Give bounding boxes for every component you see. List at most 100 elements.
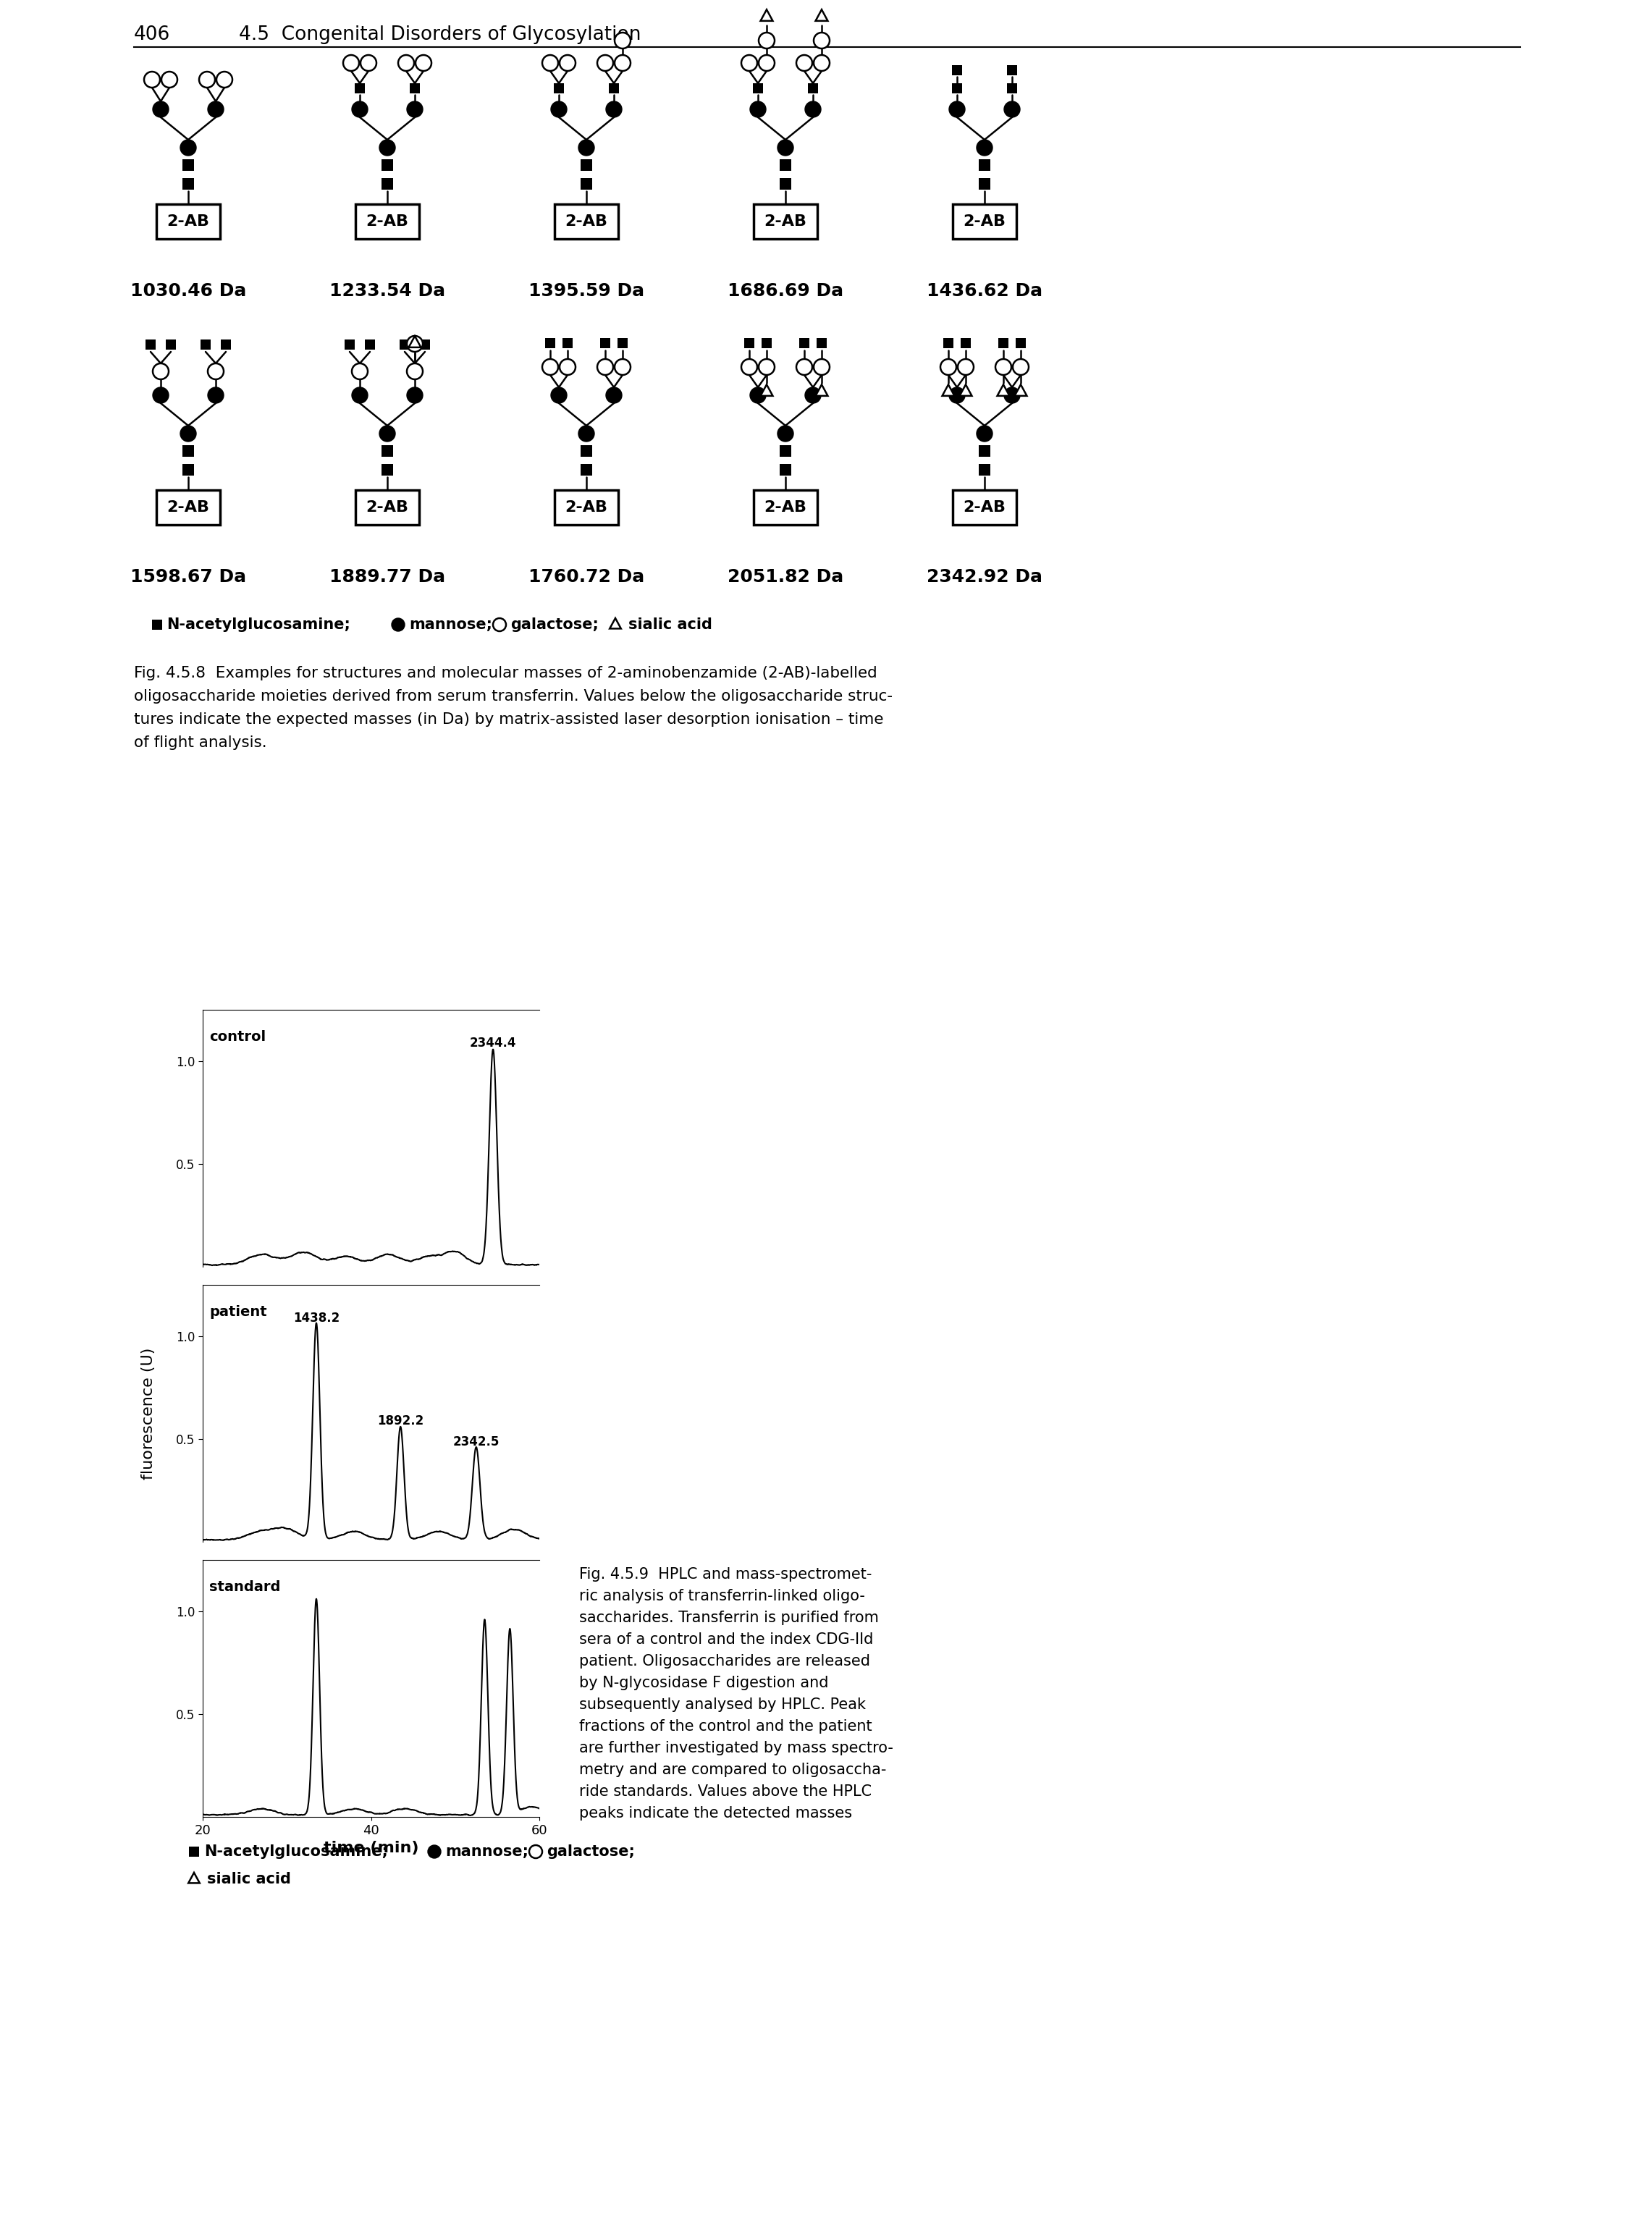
Text: 2342.5: 2342.5	[453, 1436, 499, 1447]
Bar	[182, 465, 193, 476]
Bar	[618, 338, 628, 349]
Bar	[382, 445, 393, 456]
FancyBboxPatch shape	[953, 489, 1016, 525]
Circle shape	[216, 71, 233, 87]
Circle shape	[578, 425, 595, 442]
Text: tures indicate the expected masses (in Da) by matrix-assisted laser desorption i: tures indicate the expected masses (in D…	[134, 711, 884, 727]
Text: are further investigated by mass spectro-: are further investigated by mass spectro…	[580, 1741, 894, 1756]
Text: 1892.2: 1892.2	[377, 1414, 423, 1427]
Bar	[382, 160, 393, 171]
Circle shape	[976, 425, 993, 442]
Bar	[952, 82, 961, 93]
Bar	[562, 338, 573, 349]
Circle shape	[550, 102, 567, 118]
Bar	[182, 445, 193, 456]
Circle shape	[380, 140, 395, 156]
Circle shape	[200, 71, 215, 87]
Bar	[580, 160, 591, 171]
Bar	[978, 465, 990, 476]
Polygon shape	[408, 336, 421, 347]
Bar	[1008, 82, 1018, 93]
Text: Fig. 4.5.9  HPLC and mass-spectromet-: Fig. 4.5.9 HPLC and mass-spectromet-	[580, 1567, 872, 1581]
Text: 2344.4: 2344.4	[469, 1036, 517, 1049]
Circle shape	[352, 362, 368, 380]
Circle shape	[1004, 102, 1019, 118]
Text: oligosaccharide moieties derived from serum transferrin. Values below the oligos: oligosaccharide moieties derived from se…	[134, 689, 892, 705]
Polygon shape	[760, 385, 773, 396]
Circle shape	[796, 56, 813, 71]
Text: 1686.69 Da: 1686.69 Da	[727, 282, 844, 300]
Text: ric analysis of transferrin-linked oligo-: ric analysis of transferrin-linked oligo…	[580, 1589, 866, 1603]
Bar	[221, 340, 231, 349]
Text: 2-AB: 2-AB	[565, 500, 608, 516]
Bar	[978, 160, 990, 171]
Text: 2342.92 Da: 2342.92 Da	[927, 569, 1042, 585]
Polygon shape	[960, 385, 971, 396]
Bar	[600, 338, 610, 349]
Polygon shape	[816, 385, 828, 396]
Text: of flight analysis.: of flight analysis.	[134, 736, 268, 749]
FancyBboxPatch shape	[753, 205, 818, 238]
Circle shape	[560, 56, 575, 71]
Circle shape	[615, 33, 631, 49]
Circle shape	[152, 387, 169, 402]
Bar	[780, 465, 791, 476]
Polygon shape	[760, 9, 773, 20]
Circle shape	[796, 360, 813, 376]
Text: 1889.77 Da: 1889.77 Da	[329, 569, 446, 585]
Circle shape	[352, 387, 368, 402]
Circle shape	[742, 360, 757, 376]
Text: N-acetylglucosamine;: N-acetylglucosamine;	[205, 1845, 388, 1858]
Bar	[762, 338, 771, 349]
Text: saccharides. Transferrin is purified from: saccharides. Transferrin is purified fro…	[580, 1612, 879, 1625]
Bar	[753, 82, 763, 93]
Text: 2-AB: 2-AB	[963, 500, 1006, 516]
Circle shape	[606, 387, 621, 402]
FancyBboxPatch shape	[555, 489, 618, 525]
Circle shape	[550, 387, 567, 402]
Bar	[978, 445, 990, 456]
Circle shape	[615, 56, 631, 71]
Text: 1233.54 Da: 1233.54 Da	[329, 282, 446, 300]
FancyBboxPatch shape	[953, 205, 1016, 238]
Text: mannose;: mannose;	[446, 1845, 529, 1858]
Circle shape	[1013, 360, 1029, 376]
Text: by N-glycosidase F digestion and: by N-glycosidase F digestion and	[580, 1676, 829, 1689]
Text: mannose;: mannose;	[410, 618, 492, 631]
Bar	[998, 338, 1008, 349]
Text: 2-AB: 2-AB	[963, 213, 1006, 229]
Bar	[200, 340, 211, 349]
Circle shape	[805, 102, 821, 118]
Text: N-acetylglucosamine;: N-acetylglucosamine;	[167, 618, 350, 631]
Circle shape	[750, 102, 767, 118]
Text: 2-AB: 2-AB	[765, 500, 806, 516]
FancyBboxPatch shape	[753, 489, 818, 525]
Circle shape	[996, 360, 1011, 376]
Circle shape	[152, 102, 169, 118]
Circle shape	[606, 102, 621, 118]
Circle shape	[406, 336, 423, 351]
Bar	[553, 82, 563, 93]
Circle shape	[814, 33, 829, 49]
Circle shape	[428, 1845, 441, 1858]
Bar	[145, 340, 155, 349]
FancyBboxPatch shape	[355, 489, 420, 525]
Text: 2-AB: 2-AB	[167, 213, 210, 229]
Text: galactose;: galactose;	[547, 1845, 634, 1858]
Bar	[743, 338, 755, 349]
Circle shape	[352, 102, 368, 118]
Text: 2-AB: 2-AB	[167, 500, 210, 516]
Bar	[961, 338, 971, 349]
Polygon shape	[998, 385, 1009, 396]
Bar	[580, 178, 591, 189]
Bar	[410, 82, 420, 93]
Bar	[182, 160, 193, 171]
Circle shape	[360, 56, 377, 71]
Bar	[182, 178, 193, 189]
Circle shape	[805, 387, 821, 402]
Text: fluorescence (U): fluorescence (U)	[140, 1347, 155, 1478]
Text: galactose;: galactose;	[510, 618, 598, 631]
Circle shape	[976, 140, 993, 156]
Polygon shape	[188, 1872, 200, 1883]
Text: patient. Oligosaccharides are released: patient. Oligosaccharides are released	[580, 1654, 871, 1669]
